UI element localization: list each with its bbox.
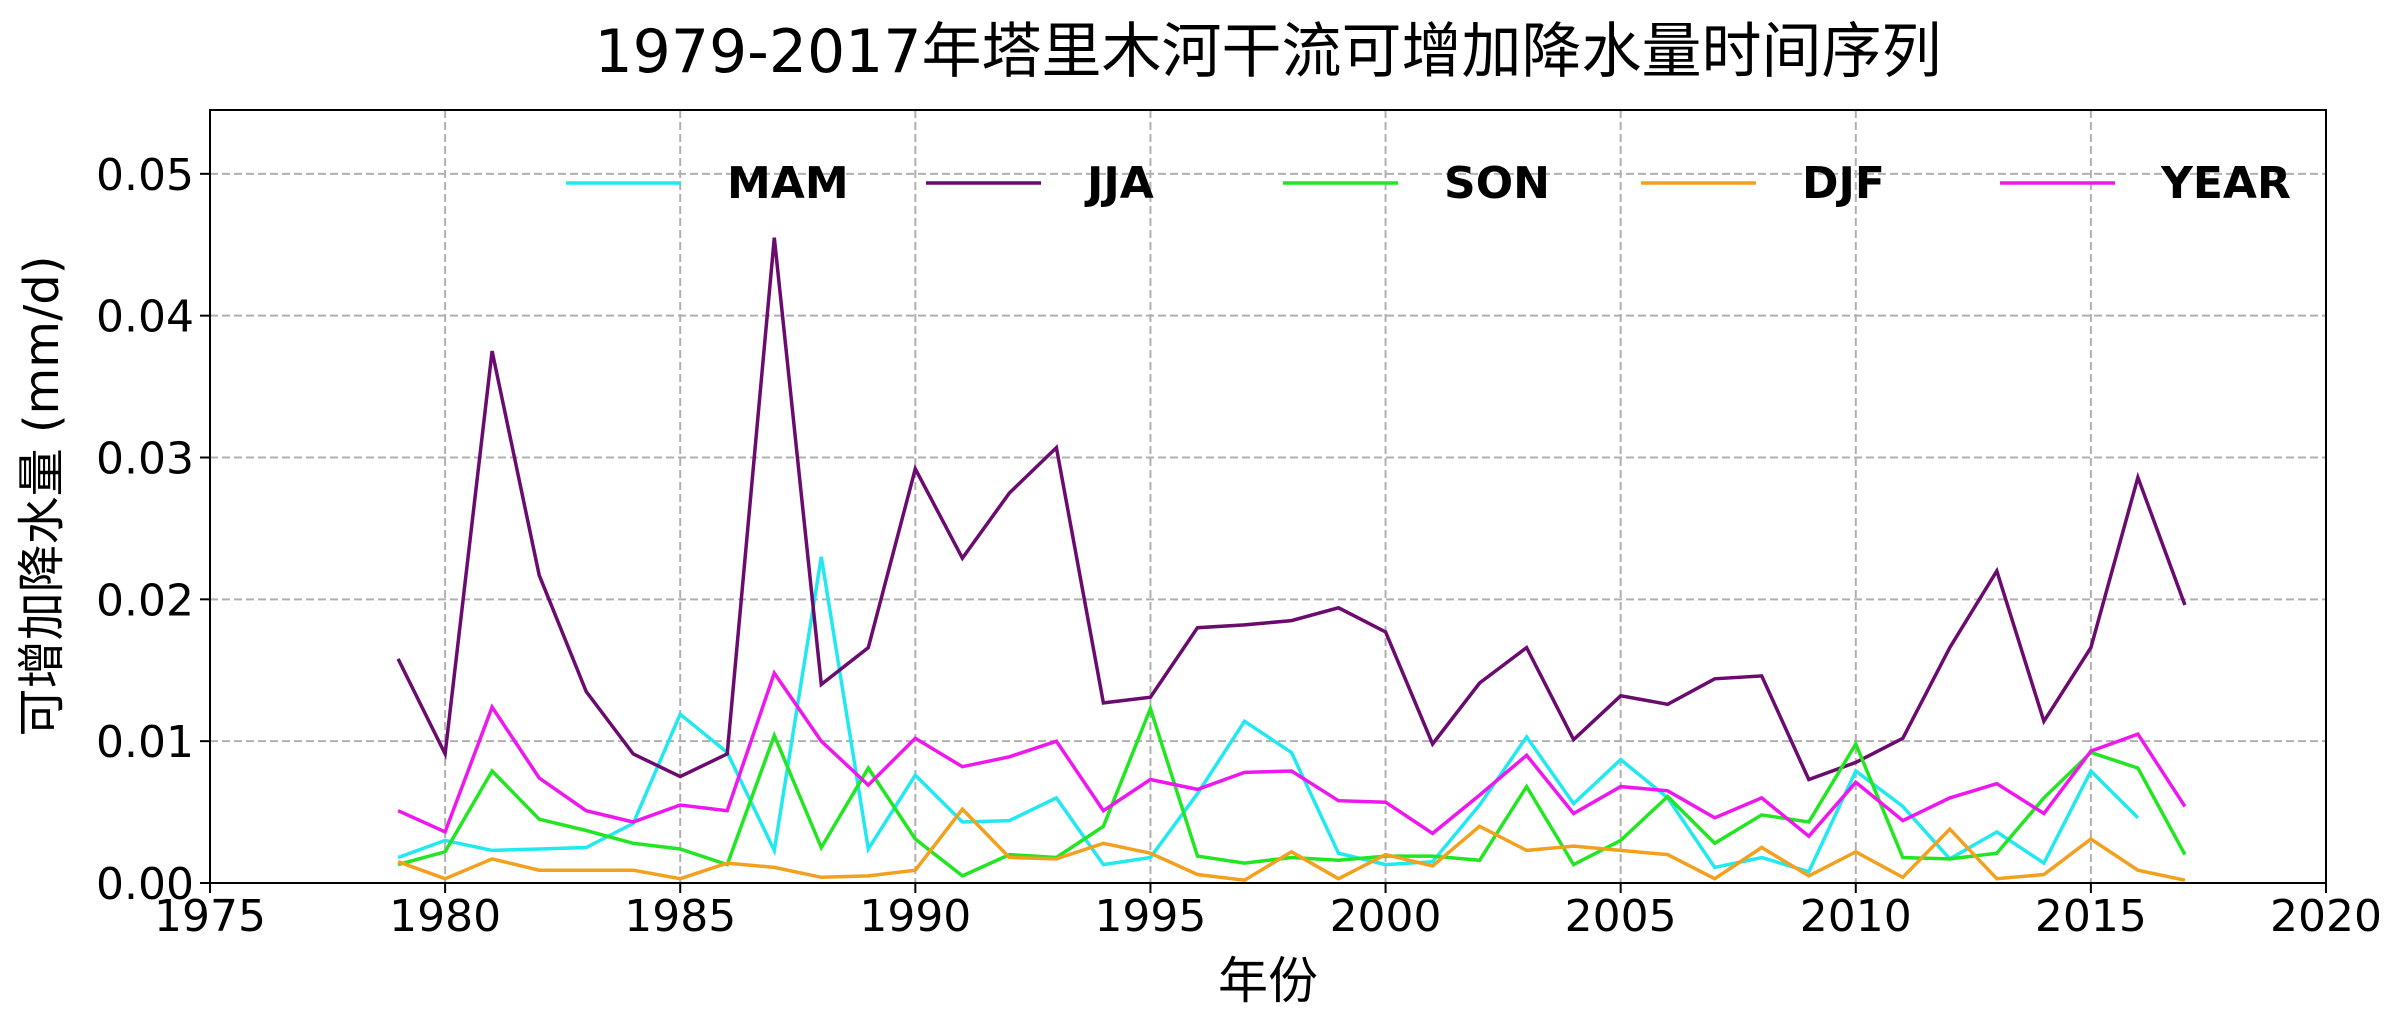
y-tick-label: 0.00 xyxy=(96,859,194,910)
x-tick-label: 2020 xyxy=(2270,891,2382,942)
series-line-jja xyxy=(396,237,2187,782)
legend-label-jja: JJA xyxy=(1084,158,1154,209)
chart-title: 1979-2017年塔里木河干流可增加降水量时间序列 xyxy=(594,17,1941,87)
plot-frame xyxy=(209,109,2327,884)
y-tick-label: 0.03 xyxy=(96,433,194,484)
x-tick-label: 2005 xyxy=(1565,891,1677,942)
series-line-year xyxy=(397,669,2187,839)
series-line-djf xyxy=(397,806,2186,883)
x-tick-label: 1985 xyxy=(624,891,736,942)
legend-label-mam: MAM xyxy=(727,158,849,209)
legend-label-djf: DJF xyxy=(1802,158,1885,209)
legend: MAM JJA SON DJF YEAR xyxy=(566,158,2291,209)
series-lines xyxy=(396,237,2187,883)
x-tick-label: 1995 xyxy=(1094,891,1206,942)
y-axis: 0.00 0.01 0.02 0.03 0.04 0.05 xyxy=(96,150,210,910)
legend-label-son: SON xyxy=(1444,158,1550,209)
series-line-mam xyxy=(397,556,2140,874)
x-tick-label: 2000 xyxy=(1330,891,1442,942)
y-tick-label: 0.02 xyxy=(96,575,194,626)
x-tick-label: 1990 xyxy=(859,891,971,942)
legend-label-year: YEAR xyxy=(2160,158,2291,209)
y-axis-label: 可增加降水量 (mm/d) xyxy=(14,256,70,737)
x-axis-label: 年份 xyxy=(1218,952,1318,1010)
x-axis: 1975 1980 1985 1990 1995 2000 2005 2010 2015 2020 xyxy=(154,883,2382,942)
series-line-son xyxy=(397,703,2187,878)
grid xyxy=(209,110,2327,884)
x-tick-label: 1980 xyxy=(389,891,501,942)
x-tick-label: 2015 xyxy=(2035,891,2147,942)
x-tick-label: 2010 xyxy=(1800,891,1912,942)
y-tick-label: 0.05 xyxy=(96,150,194,201)
x-tick-label: 1975 xyxy=(154,891,266,942)
y-tick-label: 0.04 xyxy=(96,292,194,343)
y-tick-label: 0.01 xyxy=(96,717,194,768)
